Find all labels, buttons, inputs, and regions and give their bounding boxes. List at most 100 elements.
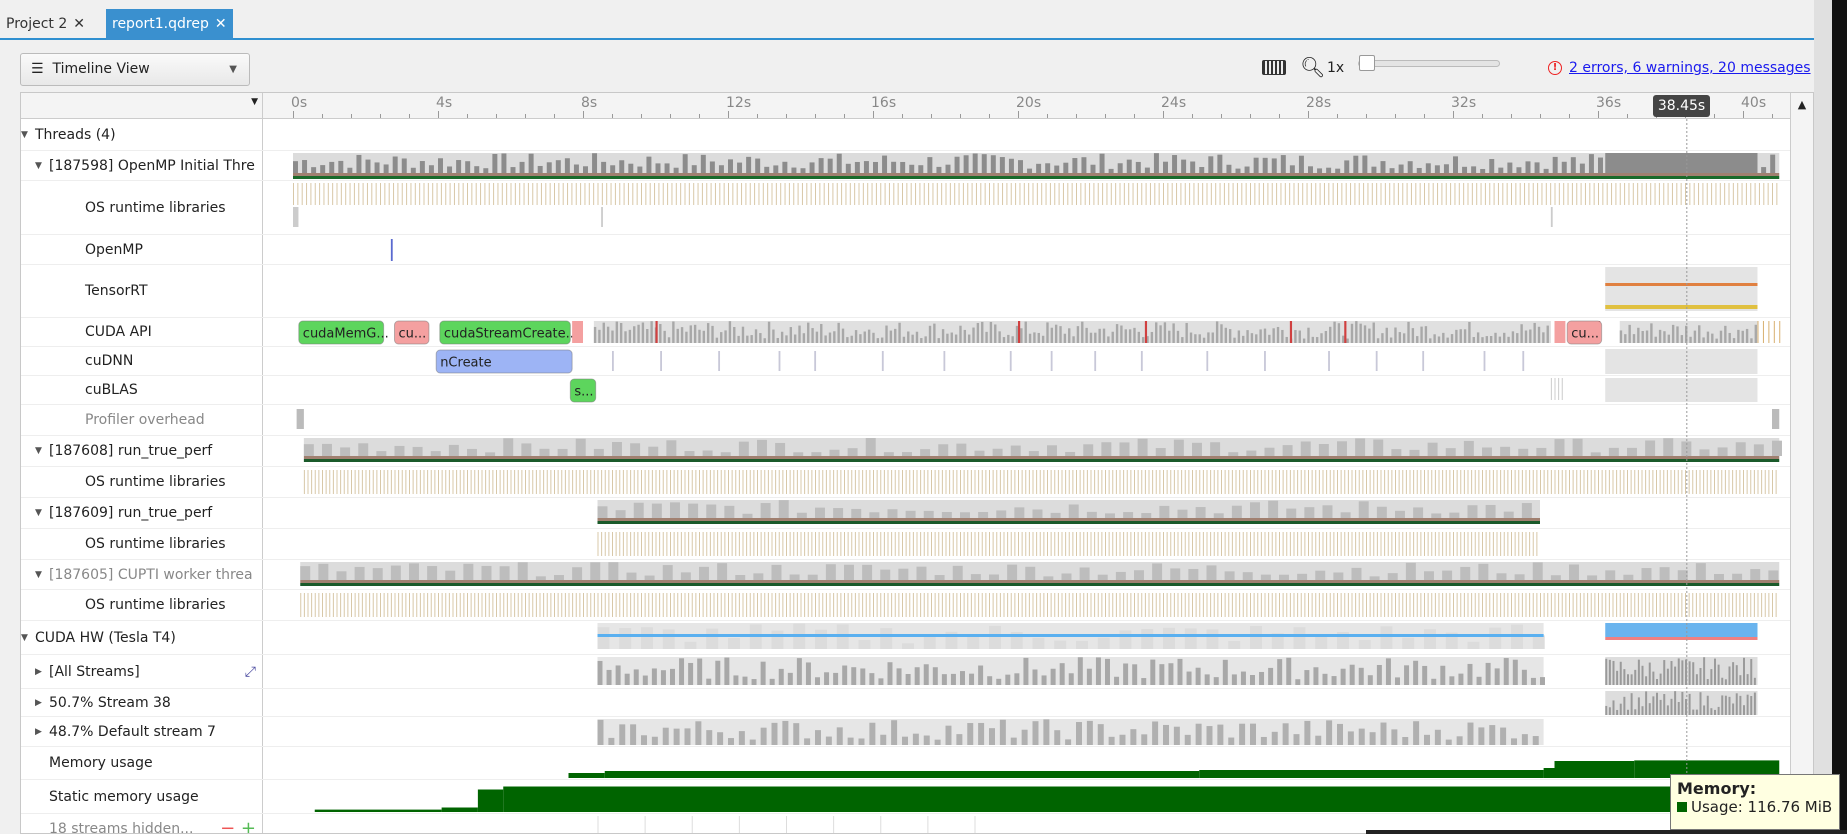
collapse-triangle-icon[interactable]: ▼ xyxy=(35,446,42,456)
row-label[interactable]: OS runtime libraries xyxy=(21,529,263,559)
row-label[interactable]: ▼ [187608] run_true_perf xyxy=(21,436,263,466)
close-icon[interactable]: ✕ xyxy=(214,16,227,32)
row-label[interactable]: OS runtime libraries xyxy=(21,467,263,497)
thread-activity-bar xyxy=(1246,450,1257,456)
row-label[interactable]: Profiler overhead xyxy=(21,405,263,435)
timeline-row[interactable]: ▼ Threads (4) xyxy=(21,119,1790,151)
view-selector-dropdown[interactable]: ☰ Timeline View ▼ xyxy=(20,53,250,86)
timeline-row[interactable]: ▶ 50.7% Stream 38 xyxy=(21,689,1790,717)
scroll-up-icon[interactable]: ▲ xyxy=(1797,98,1807,111)
os-runtime-call xyxy=(1128,183,1130,205)
timeline-row[interactable]: ▼ [187605] CUPTI worker threa xyxy=(21,560,1790,590)
timeline-row[interactable]: OS runtime libraries xyxy=(21,181,1790,235)
timeline-row[interactable]: OS runtime libraries xyxy=(21,529,1790,560)
thread-activity-bar xyxy=(818,158,824,173)
close-icon[interactable]: ✕ xyxy=(73,16,85,32)
stream-kernel-bar xyxy=(1721,695,1724,715)
stream-kernel-bar xyxy=(1703,705,1706,715)
stream-kernel-bar xyxy=(769,678,775,685)
thread-activity-bar xyxy=(510,167,516,173)
collapse-triangle-icon[interactable]: ▼ xyxy=(35,160,42,171)
timeline-row[interactable]: OpenMP xyxy=(21,235,1790,265)
row-label[interactable]: 18 streams hidden... − + xyxy=(21,814,263,834)
cudnn-call xyxy=(1328,351,1330,371)
timeline-row[interactable]: ▼ [187609] run_true_perf xyxy=(21,498,1790,529)
slider-handle[interactable] xyxy=(1359,55,1375,71)
row-label[interactable]: OS runtime libraries xyxy=(21,181,263,234)
collapse-triangle-icon[interactable]: ▼ xyxy=(35,569,42,580)
row-label-text: Profiler overhead xyxy=(85,412,205,428)
tab-project-2[interactable]: Project 2 ✕ xyxy=(0,9,91,40)
row-label[interactable]: ▼ [187605] CUPTI worker threa xyxy=(21,560,263,589)
timeline-row[interactable]: OS runtime libraries xyxy=(21,590,1790,621)
vertical-scrollbar[interactable]: ▲ xyxy=(1790,93,1813,833)
os-runtime-call xyxy=(1166,470,1168,494)
timeline-row[interactable]: ▶ [All Streams] ⤢ xyxy=(21,655,1790,689)
timeline-row[interactable]: TensorRT xyxy=(21,265,1790,318)
row-label[interactable]: ▶ [All Streams] ⤢ xyxy=(21,655,263,688)
row-label[interactable]: Memory usage xyxy=(21,747,263,779)
zoom-slider[interactable] xyxy=(1358,55,1500,71)
timeline-row[interactable]: OS runtime libraries xyxy=(21,467,1790,498)
os-runtime-call xyxy=(666,532,668,556)
timeline-row[interactable]: 18 streams hidden... − + xyxy=(21,814,1790,834)
remove-icon[interactable]: − xyxy=(220,818,236,834)
time-ruler[interactable]: ▼ 0s 4s 8s 12s 16s 20s 24s 28s 32s 36s 40s 38.45s xyxy=(21,93,1790,119)
row-label[interactable]: OpenMP xyxy=(21,235,263,264)
tab-report1[interactable]: report1.qdrep ✕ xyxy=(106,9,233,40)
thread-activity-bar xyxy=(318,563,329,580)
timeline-row[interactable]: Static memory usage xyxy=(21,780,1790,814)
timeline-row[interactable]: CUDA API xyxy=(21,318,1790,347)
collapse-triangle-icon[interactable]: ▼ xyxy=(21,632,28,643)
timeline-row[interactable]: ▼ [187608] run_true_perf xyxy=(21,436,1790,467)
row-label[interactable]: ▼ [187609] run_true_perf xyxy=(21,498,263,528)
row-label[interactable]: ▼ CUDA HW (Tesla T4) xyxy=(21,621,263,654)
os-runtime-call xyxy=(1155,532,1157,556)
cuda-api-call-bar xyxy=(711,325,714,343)
os-runtime-call xyxy=(1572,470,1574,494)
row-label[interactable]: ▼ Threads (4) xyxy=(21,119,263,150)
row-label[interactable]: OS runtime libraries xyxy=(21,590,263,620)
expand-triangle-icon[interactable]: ▶ xyxy=(35,666,42,677)
timeline-row[interactable]: ▼ [187598] OpenMP Initial Thre xyxy=(21,151,1790,181)
row-label[interactable]: CUDA API xyxy=(21,318,263,346)
collapse-triangle-icon[interactable]: ▼ xyxy=(21,129,28,140)
os-runtime-call xyxy=(1086,470,1088,494)
row-label[interactable]: Static memory usage xyxy=(21,780,263,813)
keyboard-icon[interactable] xyxy=(1262,60,1286,75)
os-runtime-call xyxy=(1250,470,1251,494)
collapse-triangle-icon[interactable]: ▼ xyxy=(35,508,42,518)
os-runtime-call xyxy=(1587,470,1589,494)
cuda-api-range xyxy=(439,320,571,345)
timeline-row[interactable]: Profiler overhead xyxy=(21,405,1790,436)
timeline-row[interactable]: Memory usage xyxy=(21,747,1790,780)
cuda-api-call-bar xyxy=(1698,325,1701,343)
row-label[interactable]: cuBLAS xyxy=(21,376,263,404)
os-runtime-call xyxy=(517,470,519,494)
os-runtime-call xyxy=(923,593,925,617)
timeline-row[interactable]: cuBLAS xyxy=(21,376,1790,405)
os-runtime-call xyxy=(1536,470,1538,494)
zoom-out-icon[interactable]: 🔍︎ xyxy=(1300,55,1326,79)
timeline-row[interactable]: ▶ 48.7% Default stream 7 xyxy=(21,717,1790,747)
os-runtime-call xyxy=(1500,593,1502,617)
expand-triangle-icon[interactable]: ▶ xyxy=(35,726,42,737)
row-label[interactable]: ▼ [187598] OpenMP Initial Thre xyxy=(21,151,263,180)
timeline-row[interactable]: cuDNN xyxy=(21,347,1790,376)
os-runtime-call xyxy=(343,593,345,617)
diagnostics-link[interactable]: 2 errors, 6 warnings, 20 messages xyxy=(1569,60,1811,76)
os-runtime-call xyxy=(1511,593,1512,617)
row-label[interactable]: TensorRT xyxy=(21,265,263,317)
timeline-row[interactable]: ▼ CUDA HW (Tesla T4) xyxy=(21,621,1790,655)
os-runtime-call xyxy=(742,593,744,617)
row-label[interactable]: ▶ 48.7% Default stream 7 xyxy=(21,717,263,746)
stream-kernel-bar xyxy=(1630,693,1633,715)
timeline-tracks[interactable]: cudaMemG... cu... cudaStreamCreate... cu...… xyxy=(264,119,1790,834)
chevron-down-icon[interactable]: ▼ xyxy=(251,97,258,107)
row-label[interactable]: cuDNN xyxy=(21,347,263,375)
cuda-api-call-bar xyxy=(1185,322,1188,343)
expand-arrows-icon[interactable]: ⤢ xyxy=(244,663,256,680)
row-label[interactable]: ▶ 50.7% Stream 38 xyxy=(21,689,263,716)
add-icon[interactable]: + xyxy=(240,818,256,834)
expand-triangle-icon[interactable]: ▶ xyxy=(35,697,42,708)
